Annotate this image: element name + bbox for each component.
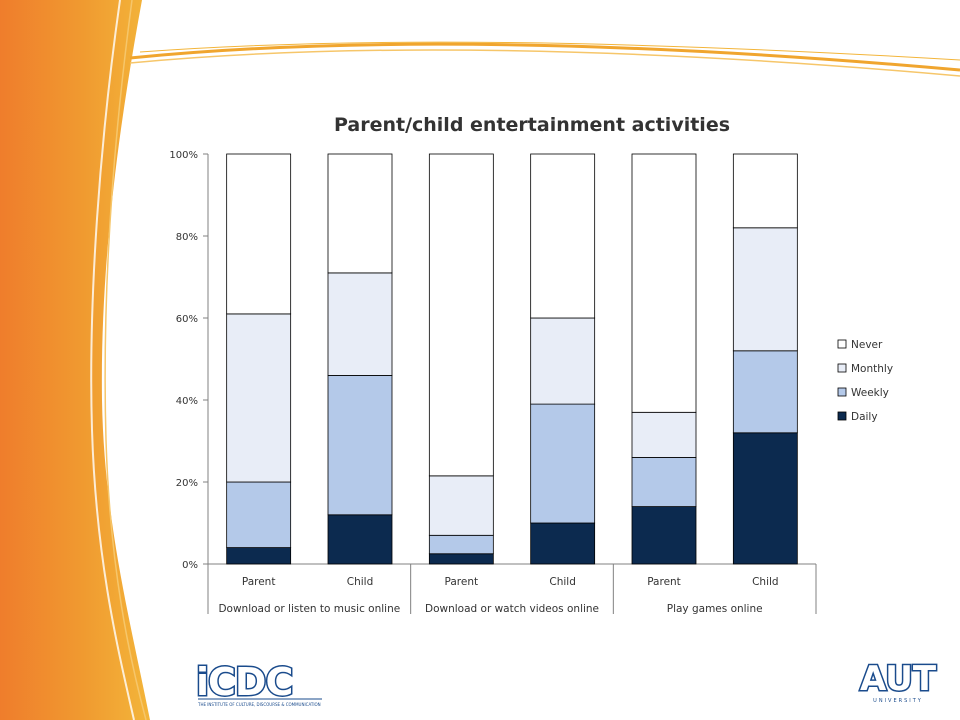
bar-segment-weekly	[530, 403, 596, 524]
aut-logo: AUT UNIVERSITY	[858, 658, 938, 705]
legend-swatch-monthly	[837, 363, 847, 373]
bar-segment-monthly	[226, 313, 292, 483]
aut-logo-subtitle: UNIVERSITY	[873, 698, 923, 704]
legend-swatch-weekly	[837, 387, 847, 397]
chart-legend: Never Monthly Weekly Daily	[837, 339, 893, 423]
bar-segment-never	[226, 153, 292, 315]
x-group-label: Play games online	[667, 603, 763, 615]
bar-segment-never	[428, 153, 494, 477]
x-group-label: Download or listen to music online	[218, 603, 400, 615]
x-tick-label: Parent	[242, 576, 276, 588]
y-tick-label: 20%	[176, 478, 198, 489]
bar-segment-never	[631, 153, 697, 413]
aut-logo-text: AUT	[860, 659, 937, 699]
bar-segment-never	[732, 153, 798, 229]
bar-segment-daily	[732, 432, 798, 565]
y-tick-label: 80%	[176, 232, 198, 243]
icdc-logo: iCDC THE INSTITUTE OF CULTURE, DISCOURSE…	[195, 659, 322, 707]
bar-segment-weekly	[631, 456, 697, 507]
bar-segment-weekly	[327, 374, 393, 516]
y-tick-label: 100%	[169, 150, 198, 161]
x-tick-label: Child	[752, 576, 779, 588]
bar-segment-daily	[631, 506, 697, 565]
bar-segment-never	[327, 153, 393, 274]
bar-segment-monthly	[631, 411, 697, 458]
chart-axes: 0% 20% 40% 60% 80% 100%	[169, 150, 817, 614]
x-tick-label: Child	[347, 576, 374, 588]
x-tick-label: Child	[549, 576, 576, 588]
legend-label-daily: Daily	[851, 411, 878, 423]
legend-swatch-never	[837, 339, 847, 349]
bar-segment-daily	[530, 522, 596, 565]
bar-segment-daily	[226, 547, 292, 565]
bar-segment-daily	[428, 553, 494, 565]
bar-segment-monthly	[530, 317, 596, 405]
y-tick-label: 60%	[176, 314, 198, 325]
icdc-logo-subtitle: THE INSTITUTE OF CULTURE, DISCOURSE & CO…	[197, 702, 321, 707]
bar-segment-weekly	[732, 350, 798, 434]
bar-segment-weekly	[428, 534, 494, 555]
bar-segment-daily	[327, 514, 393, 565]
legend-swatch-daily	[837, 411, 847, 421]
x-tick-label: Parent	[445, 576, 479, 588]
legend-label-monthly: Monthly	[851, 363, 893, 375]
bar-segment-weekly	[226, 481, 292, 548]
x-group-label: Download or watch videos online	[425, 603, 599, 615]
x-tick-label: Parent	[647, 576, 681, 588]
icdc-logo-text: iCDC	[196, 660, 292, 704]
legend-label-never: Never	[851, 339, 883, 351]
y-tick-label: 40%	[176, 396, 198, 407]
legend-label-weekly: Weekly	[851, 387, 889, 399]
bar-segment-monthly	[732, 227, 798, 352]
bar-segment-monthly	[327, 272, 393, 376]
bar-segment-never	[530, 153, 596, 319]
chart-title: Parent/child entertainment activities	[334, 114, 730, 136]
chart-x-labels: Download or listen to music online Downlo…	[218, 576, 778, 615]
bar-segment-monthly	[428, 475, 494, 536]
decorative-top-swoosh	[129, 41, 960, 77]
y-tick-label: 0%	[182, 560, 198, 571]
chart-bars	[226, 153, 798, 565]
decorative-side-band	[0, 0, 150, 720]
